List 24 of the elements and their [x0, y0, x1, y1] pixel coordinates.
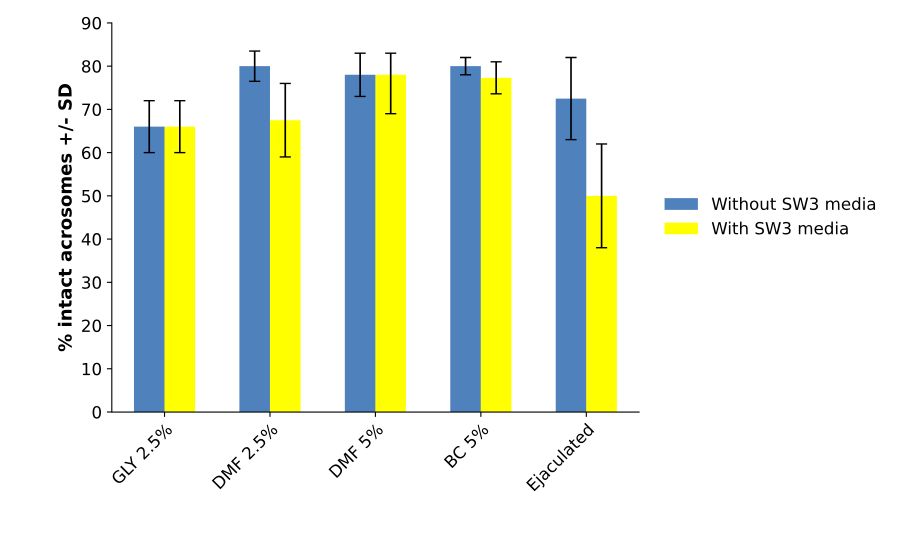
bar: [164, 126, 196, 412]
y-tick-label: 20: [82, 320, 101, 332]
y-tick-label: 40: [82, 233, 101, 246]
y-tick-label: 80: [82, 60, 101, 73]
y-tick-label: 30: [82, 276, 101, 289]
legend-label: With SW3 media: [712, 222, 848, 235]
x-tick-label: BC 5%: [444, 422, 490, 468]
bar: [239, 66, 270, 412]
bar: [134, 126, 165, 412]
y-tick-label: 50: [82, 190, 101, 202]
bar: [450, 66, 481, 412]
y-tick-label: 90: [82, 16, 101, 30]
bar: [480, 78, 512, 412]
bar: [270, 120, 301, 412]
y-axis-title: % intact acrosomes +/- SD: [58, 84, 74, 352]
y-tick-label: 0: [92, 406, 101, 419]
bar: [556, 98, 586, 412]
y-tick-label: 60: [82, 146, 101, 160]
legend-label: Without SW3 media: [712, 197, 876, 210]
bar: [586, 196, 617, 412]
bar: [375, 74, 406, 412]
y-tick-label: 70: [82, 103, 101, 116]
y-tick-label: 10: [82, 362, 101, 376]
bar: [344, 74, 376, 412]
